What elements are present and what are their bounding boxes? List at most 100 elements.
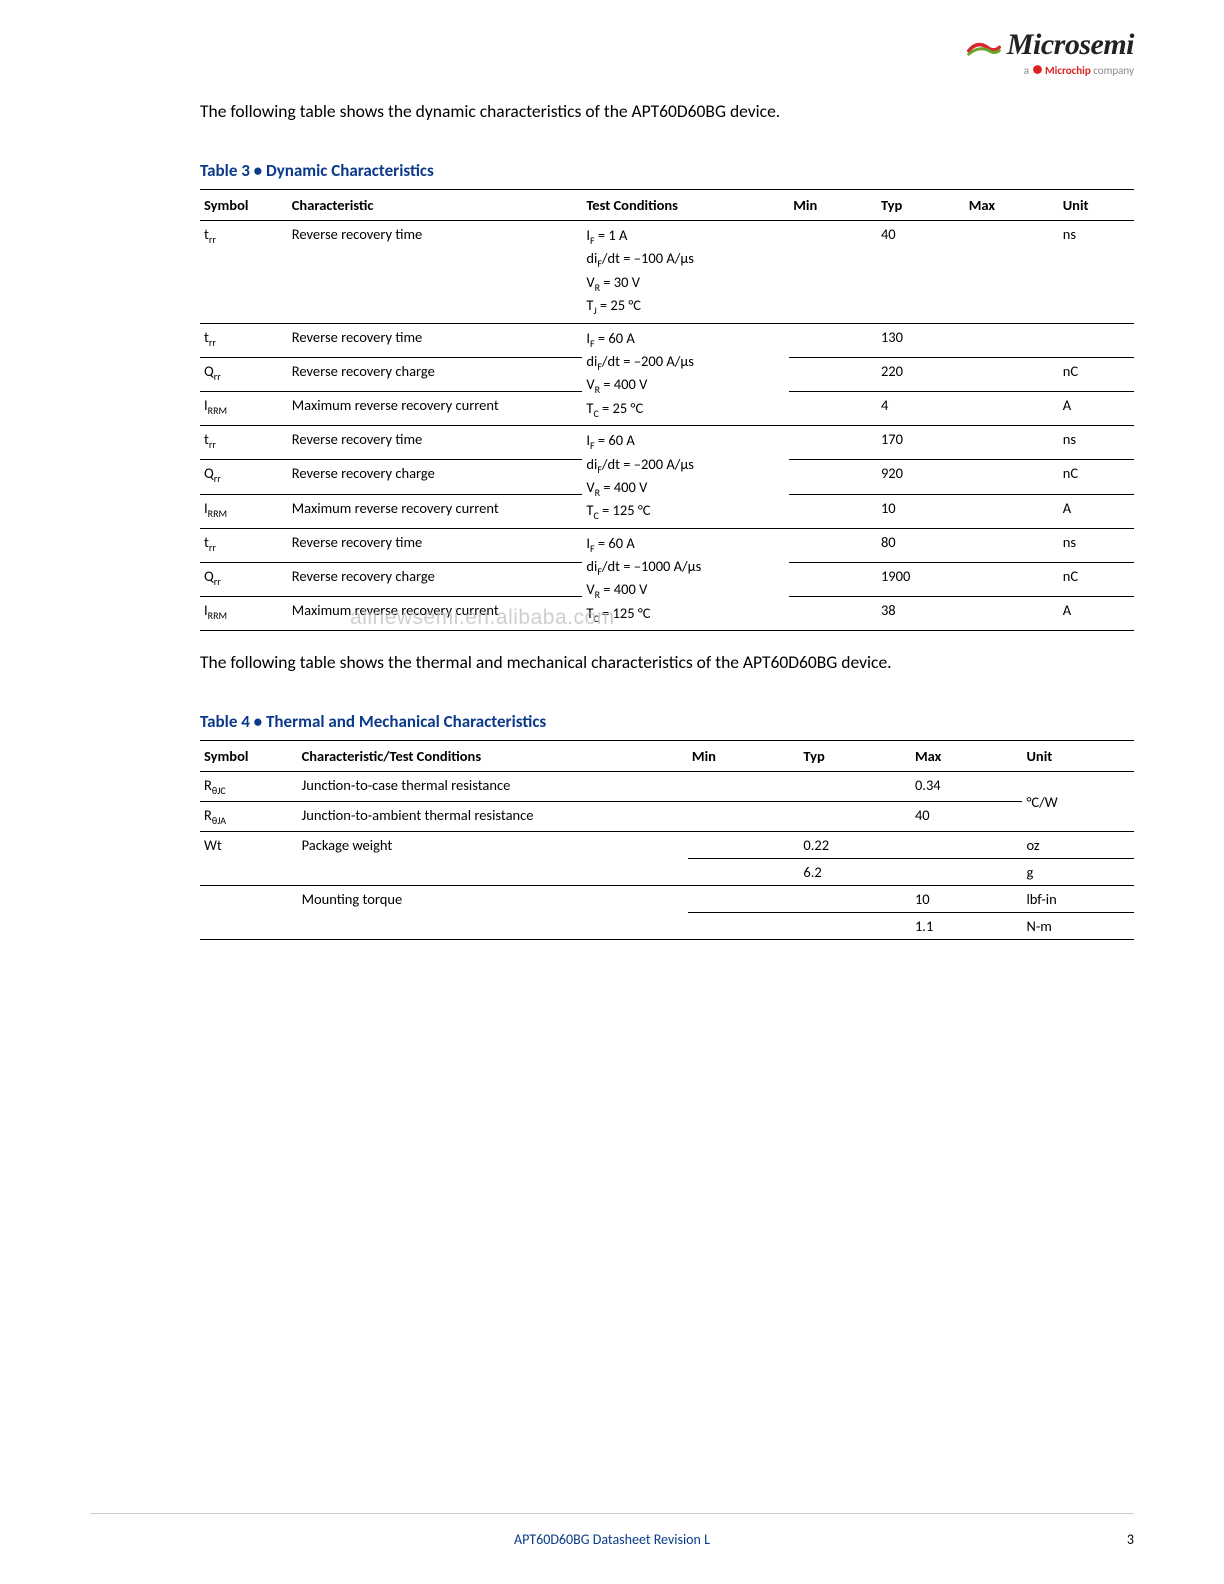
cell-max — [965, 460, 1059, 494]
cell-max — [911, 859, 1023, 886]
cell-char: Reverse recovery time — [288, 528, 583, 562]
cell-char: Reverse recovery time — [288, 221, 583, 324]
cell-symbol: trr — [200, 323, 288, 357]
cell-char: Junction-to-case thermal resistance — [298, 772, 688, 802]
cell-min — [688, 913, 800, 940]
cell-min — [789, 597, 877, 631]
col-symbol: Symbol — [200, 190, 288, 221]
cell-typ: 6.2 — [799, 859, 911, 886]
cell-max — [965, 494, 1059, 528]
logo-text: Microsemi — [1007, 28, 1134, 62]
cell-symbol: trr — [200, 221, 288, 324]
table-row: RθJC Junction-to-case thermal resistance… — [200, 772, 1134, 802]
cell-typ: 170 — [877, 426, 965, 460]
cell-char: Mounting torque — [298, 886, 688, 940]
cell-max — [965, 221, 1059, 324]
table-row: trr Reverse recovery time IF = 60 A diF/… — [200, 528, 1134, 562]
cell-unit: N-m — [1022, 913, 1134, 940]
cell-unit: nC — [1059, 357, 1134, 391]
cell-max — [965, 426, 1059, 460]
table-row: Mounting torque 10 lbf-in — [200, 886, 1134, 913]
cell-unit: ns — [1059, 528, 1134, 562]
cell-symbol: Qrr — [200, 357, 288, 391]
cell-conditions: IF = 60 A diF/dt = –1000 A/µs VR = 400 V… — [582, 528, 789, 631]
cell-conditions: IF = 60 A diF/dt = –200 A/µs VR = 400 V … — [582, 323, 789, 426]
cell-min — [688, 859, 800, 886]
cell-typ — [799, 772, 911, 802]
cell-min — [789, 391, 877, 425]
cell-char: Reverse recovery time — [288, 426, 583, 460]
cell-max — [965, 562, 1059, 596]
cell-symbol: IRRM — [200, 391, 288, 425]
cell-unit: ns — [1059, 426, 1134, 460]
cell-conditions: IF = 1 A diF/dt = –100 A/µs VR = 30 V TJ… — [582, 221, 789, 324]
cell-unit: A — [1059, 597, 1134, 631]
cell-max — [965, 597, 1059, 631]
cell-char: Reverse recovery charge — [288, 562, 583, 596]
table-row: trr Reverse recovery time IF = 60 A diF/… — [200, 426, 1134, 460]
cell-unit: lbf-in — [1022, 886, 1134, 913]
col-typ: Typ — [877, 190, 965, 221]
cell-typ: 0.22 — [799, 832, 911, 859]
cell-char: Maximum reverse recovery current — [288, 494, 583, 528]
cell-unit: A — [1059, 494, 1134, 528]
cell-typ: 130 — [877, 323, 965, 357]
cell-min — [688, 802, 800, 832]
col-max: Max — [965, 190, 1059, 221]
cell-symbol: IRRM — [200, 494, 288, 528]
col-unit: Unit — [1022, 741, 1134, 772]
cell-unit — [1059, 323, 1134, 357]
cell-max — [911, 832, 1023, 859]
cell-min — [688, 886, 800, 913]
cell-min — [789, 528, 877, 562]
cell-symbol: RθJC — [200, 772, 298, 802]
cell-unit: nC — [1059, 460, 1134, 494]
col-characteristic: Characteristic/Test Conditions — [298, 741, 688, 772]
cell-typ: 4 — [877, 391, 965, 425]
cell-min — [789, 221, 877, 324]
col-conditions: Test Conditions — [582, 190, 789, 221]
cell-typ: 10 — [877, 494, 965, 528]
cell-symbol: RθJA — [200, 802, 298, 832]
cell-max: 0.34 — [911, 772, 1023, 802]
cell-typ: 40 — [877, 221, 965, 324]
page-number: 3 — [1127, 1531, 1134, 1548]
cell-min — [789, 460, 877, 494]
cell-typ: 220 — [877, 357, 965, 391]
table-thermal-mechanical: Symbol Characteristic/Test Conditions Mi… — [200, 740, 1134, 940]
cell-typ: 80 — [877, 528, 965, 562]
cell-char: Junction-to-ambient thermal resistance — [298, 802, 688, 832]
cell-typ — [799, 802, 911, 832]
footer-divider — [90, 1513, 1134, 1514]
cell-unit: A — [1059, 391, 1134, 425]
cell-unit: nC — [1059, 562, 1134, 596]
col-typ: Typ — [799, 741, 911, 772]
cell-max — [965, 391, 1059, 425]
cell-min — [789, 494, 877, 528]
table-row: Wt Package weight 0.22 oz — [200, 832, 1134, 859]
cell-char: Maximum reverse recovery current — [288, 597, 583, 631]
cell-conditions: IF = 60 A diF/dt = –200 A/µs VR = 400 V … — [582, 426, 789, 529]
cell-unit: g — [1022, 859, 1134, 886]
cell-symbol: Qrr — [200, 460, 288, 494]
cell-symbol: trr — [200, 528, 288, 562]
cell-typ — [799, 886, 911, 913]
col-max: Max — [911, 741, 1023, 772]
logo-subline: a Microchip company — [967, 64, 1134, 77]
cell-unit: °C/W — [1022, 772, 1134, 832]
table-dynamic-characteristics: Symbol Characteristic Test Conditions Mi… — [200, 189, 1134, 631]
table-row: trr Reverse recovery time IF = 1 A diF/d… — [200, 221, 1134, 324]
table-header-row: Symbol Characteristic Test Conditions Mi… — [200, 190, 1134, 221]
cell-max — [965, 323, 1059, 357]
cell-max: 40 — [911, 802, 1023, 832]
col-symbol: Symbol — [200, 741, 298, 772]
cell-max: 10 — [911, 886, 1023, 913]
col-min: Min — [688, 741, 800, 772]
col-min: Min — [789, 190, 877, 221]
cell-symbol — [200, 886, 298, 940]
cell-char: Reverse recovery time — [288, 323, 583, 357]
cell-typ: 38 — [877, 597, 965, 631]
intro-text-2: The following table shows the thermal an… — [200, 651, 1134, 673]
cell-char: Maximum reverse recovery current — [288, 391, 583, 425]
cell-max — [965, 528, 1059, 562]
